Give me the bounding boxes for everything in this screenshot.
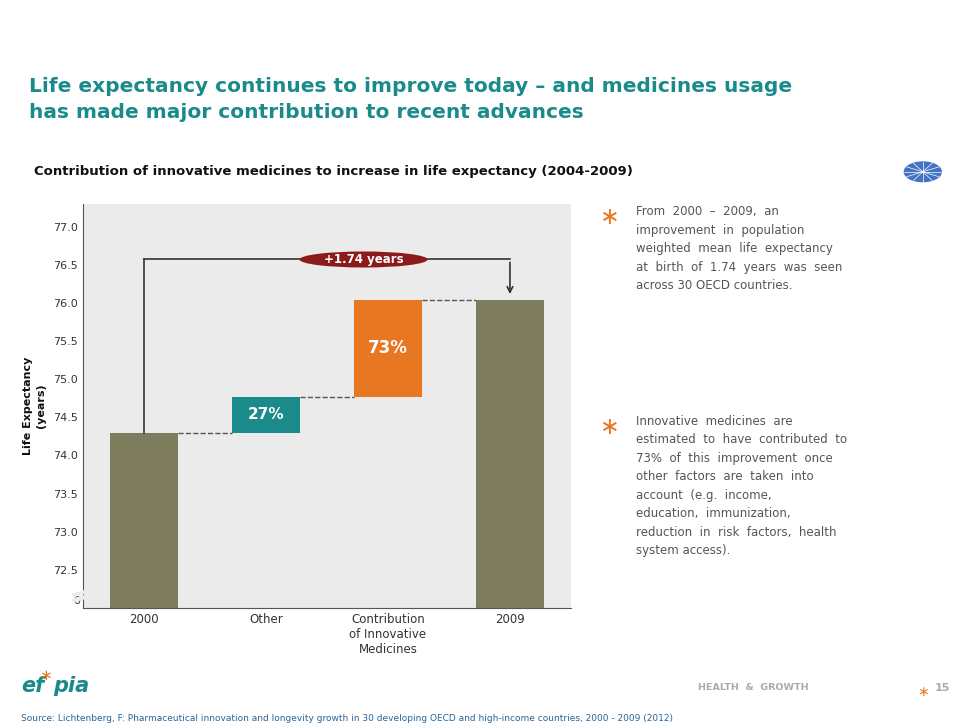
Text: Health & Wealth: Health & Wealth (21, 20, 150, 34)
Text: Innovative  medicines  are
estimated  to  have  contributed  to
73%  of  this  i: Innovative medicines are estimated to ha… (636, 415, 847, 558)
Circle shape (905, 162, 941, 181)
Bar (110, 432, 178, 728)
Text: +1.74 years: +1.74 years (324, 253, 403, 266)
Text: ∗: ∗ (600, 205, 620, 229)
Text: From  2000  –  2009,  an
improvement  in  population
weighted  mean  life  expec: From 2000 – 2009, an improvement in popu… (636, 205, 842, 293)
Y-axis label: Life Expectancy
(years): Life Expectancy (years) (23, 357, 46, 455)
Text: Life expectancy continues to improve today – and medicines usage
has made major : Life expectancy continues to improve tod… (29, 77, 793, 122)
Text: Source: Lichtenberg, F: Pharmaceutical innovation and longevity growth in 30 dev: Source: Lichtenberg, F: Pharmaceutical i… (21, 713, 673, 723)
Text: 27%: 27% (248, 407, 284, 422)
Text: ef: ef (21, 676, 45, 695)
Text: ∗: ∗ (39, 668, 52, 683)
Bar (232, 397, 300, 432)
Text: ∗: ∗ (917, 686, 929, 700)
Text: ∗: ∗ (600, 415, 620, 439)
Bar (476, 300, 544, 728)
Text: Contribution of innovative medicines to increase in life expectancy (2004-2009): Contribution of innovative medicines to … (33, 165, 632, 178)
Text: 73%: 73% (368, 339, 408, 357)
Ellipse shape (300, 251, 427, 267)
Text: HEALTH  &  GROWTH: HEALTH & GROWTH (698, 684, 808, 692)
Text: pia: pia (53, 676, 89, 695)
Text: 0: 0 (73, 596, 80, 606)
Bar (354, 300, 422, 397)
Text: 15: 15 (935, 684, 951, 694)
